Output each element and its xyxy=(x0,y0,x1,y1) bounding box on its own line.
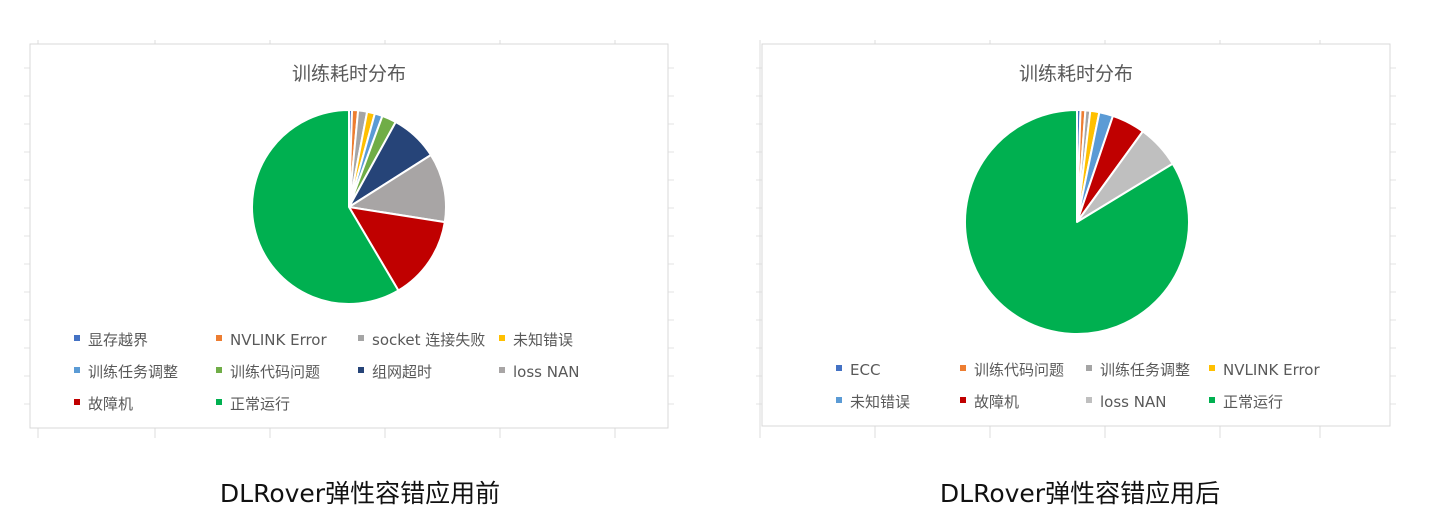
caption-before: DLRover弹性容错应用前 xyxy=(219,479,501,508)
legend-label: 训练代码问题 xyxy=(974,361,1064,379)
legend-swatch xyxy=(499,335,505,341)
legend-swatch xyxy=(960,365,966,371)
legend-swatch xyxy=(216,367,222,373)
legend-swatch xyxy=(836,397,842,403)
pie-slice xyxy=(251,109,400,305)
legend-swatch xyxy=(836,365,842,371)
legend: ECC 训练代码问题 训练任务调整 NVLINK Error 未知错误 故障机 loss N… xyxy=(836,361,1320,411)
chart-title: 训练耗时分布 xyxy=(292,63,406,85)
legend-swatch xyxy=(358,335,364,341)
legend-label: NVLINK Error xyxy=(230,331,327,349)
legend-swatch xyxy=(1209,397,1215,403)
legend-label: loss NAN xyxy=(1100,393,1166,411)
legend-label: NVLINK Error xyxy=(1223,361,1320,379)
legend-label: 正常运行 xyxy=(1223,393,1283,411)
chart-panel-after: 训练耗时分布 ECC 训练代码问题 训练任务调整 NVLINK Error 未知错误 故障机… xyxy=(720,0,1440,532)
legend-label: 故障机 xyxy=(88,395,133,413)
legend-label: 组网超时 xyxy=(372,363,432,381)
legend-swatch xyxy=(358,367,364,373)
legend-label: 训练代码问题 xyxy=(230,363,320,381)
legend-swatch xyxy=(74,399,80,405)
legend-label: 训练任务调整 xyxy=(1100,361,1190,379)
legend-swatch xyxy=(216,399,222,405)
legend-label: ECC xyxy=(850,361,880,379)
chart-panel-before: 训练耗时分布显存越界 NVLINK Error socket 连接失败 未知错误训练任… xyxy=(24,40,674,508)
legend-swatch xyxy=(1209,365,1215,371)
legend-swatch xyxy=(1086,397,1092,403)
pie-slice xyxy=(964,109,1190,335)
pie-slice xyxy=(348,206,446,292)
legend-label: 训练任务调整 xyxy=(88,363,178,381)
legend-swatch xyxy=(960,397,966,403)
legend-label: 故障机 xyxy=(974,393,1019,411)
legend-label: loss NAN xyxy=(513,363,579,381)
legend-swatch xyxy=(74,367,80,373)
pie-slice xyxy=(348,154,447,224)
legend-label: 未知错误 xyxy=(850,393,910,411)
pie-chart-after: 训练耗时分布 ECC 训练代码问题 训练任务调整 NVLINK Error 未知错误 故障机… xyxy=(756,40,1396,438)
legend-label: 显存越界 xyxy=(88,331,148,349)
legend-label: 正常运行 xyxy=(230,395,290,413)
legend-swatch xyxy=(499,367,505,373)
legend-label: socket 连接失败 xyxy=(372,331,485,349)
legend-swatch xyxy=(1086,365,1092,371)
legend-swatch xyxy=(216,335,222,341)
chart-title: 训练耗时分布 xyxy=(1019,63,1133,85)
legend-label: 未知错误 xyxy=(513,331,573,349)
legend-swatch xyxy=(74,335,80,341)
caption-after: DLRover弹性容错应用后 xyxy=(939,479,1221,508)
